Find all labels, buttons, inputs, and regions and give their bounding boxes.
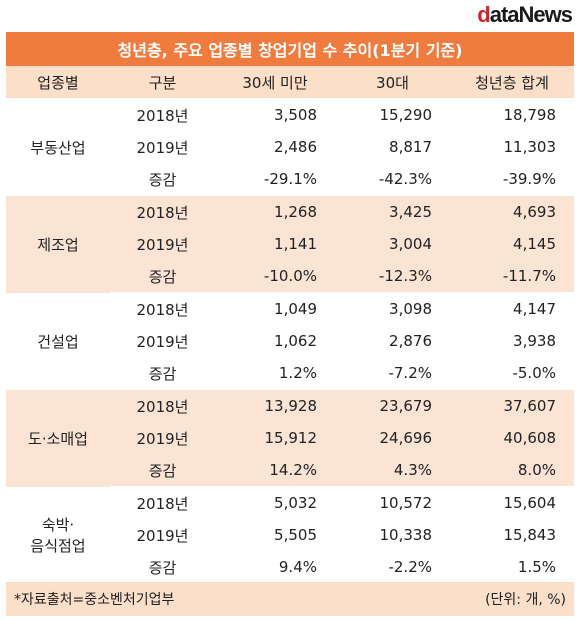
cell: -39.9% [450,163,574,196]
cell: 9.4% [215,551,335,584]
cell: -10.0% [215,260,335,293]
cell: -42.3% [335,163,450,196]
cell: 1,049 [274,300,317,318]
row-label: 2018년 [110,195,215,228]
row-label: 증감 [110,163,215,196]
cell: 3,508 [274,106,317,124]
cell: 5,505 [274,526,317,544]
row-label: 증감 [110,357,215,390]
cell: 37,607 [450,389,574,422]
group-name: 건설업 [6,293,110,390]
group-name: 숙박· 음식점업 [6,487,110,584]
unit: (단위: 개, %) [485,592,566,608]
cell: 4,147 [513,300,556,318]
cell: 1.5% [450,551,574,584]
cell: 14.2% [215,454,335,487]
row: 2019년 2,486 8,817 11,303 [6,131,574,163]
row: 부동산업 2018년 3,508 15,290 18,798 [6,99,574,157]
row: 증감 -10.0% -12.3% -11.7% [6,260,574,293]
cell: -11.7% [450,260,574,293]
row-label: 2018년 [136,106,189,125]
group-name-line: 음식점업 [30,537,86,555]
group-name: 도·소매업 [6,389,110,487]
group-name: 부동산업 [6,99,110,196]
cell: 23,679 [335,389,450,422]
cell: -12.3% [335,260,450,293]
row-label: 2018년 [110,389,215,422]
cell: 4,145 [450,228,574,260]
row-label: 2019년 [136,526,189,545]
cell: 4.3% [335,454,450,487]
row: 숙박· 음식점업 2018년 5,032 10,572 15,604 [6,487,574,555]
cell: 24,696 [335,422,450,454]
group-name-line: 건설업 [37,332,79,351]
column-header: 30세 미만 [215,66,335,99]
row: 도·소매업 2018년 13,928 23,679 37,607 [6,389,574,487]
cell: 15,290 [379,106,433,124]
cell: 4,693 [450,195,574,228]
cell: 13,928 [215,389,335,422]
row: 건설업 2018년 1,049 3,098 4,147 [6,293,574,351]
footer: *자료출처=중소벤처기업부 (단위: 개, %) [6,582,574,616]
header-row: 업종별 구분 30세 미만 30대 청년층 합계 [6,66,574,99]
cell: -7.2% [335,357,450,390]
title: 청년층, 주요 업종별 창업기업 수 추이(1분기 기준) [6,32,574,66]
cell: 3,098 [389,300,432,318]
source: *자료출처=중소벤처기업부 [14,592,175,608]
row: 2019년 15,912 24,696 40,608 [6,422,574,454]
cell: 8.0% [450,454,574,487]
row: 제조업 2018년 1,268 3,425 4,693 [6,195,574,293]
cell: 2,486 [274,138,317,156]
column-header: 청년층 합계 [450,66,574,99]
group-name: 제조업 [6,195,110,293]
cell: 1,141 [215,228,335,260]
cell: 1,268 [215,195,335,228]
cell: -5.0% [450,357,574,390]
row-label: 2018년 [136,300,189,319]
logo: dataNews [477,2,573,27]
cell: 15,843 [503,526,557,544]
cell: 15,912 [215,422,335,454]
cell: 3,004 [335,228,450,260]
group-name-line: 도·소매업 [28,429,88,448]
cell: -29.1% [215,163,335,196]
cell: 10,338 [379,526,433,544]
cell: 5,032 [274,494,317,512]
cell: -2.2% [335,551,450,584]
cell: 10,572 [379,494,433,512]
cell: 1.2% [215,357,335,390]
cell: 3,425 [335,195,450,228]
group-name-line: 부동산업 [30,138,86,157]
row: 증감 -29.1% -42.3% -39.9% [6,163,574,196]
cell: 15,604 [503,494,557,512]
cell: 3,938 [513,332,556,350]
column-header: 30대 [335,66,450,99]
cell: 8,817 [389,138,432,156]
cell: 2,876 [389,332,432,350]
row: 2019년 5,505 10,338 15,843 [6,519,574,551]
row-label: 2019년 [136,332,189,351]
row-label: 2019년 [110,228,215,260]
row: 2019년 1,062 2,876 3,938 [6,325,574,357]
row: 2019년 1,141 3,004 4,145 [6,228,574,260]
cell: 1,062 [274,332,317,350]
column-header: 구분 [110,66,215,99]
group-name-line: 제조업 [37,235,79,254]
row: 증감 1.2% -7.2% -5.0% [6,357,574,390]
cell: 18,798 [503,106,557,124]
cell: 11,303 [503,138,557,156]
row: 증감 14.2% 4.3% 8.0% [6,454,574,487]
row-label: 증감 [110,454,215,487]
cell: 40,608 [450,422,574,454]
row-label: 2019년 [136,138,189,157]
column-header: 업종별 [6,66,110,99]
row-label: 2018년 [136,494,189,513]
row-label: 2019년 [110,422,215,454]
row-label: 증감 [110,260,215,293]
group-name-line: 숙박· [41,516,75,534]
row-label: 증감 [110,551,215,584]
